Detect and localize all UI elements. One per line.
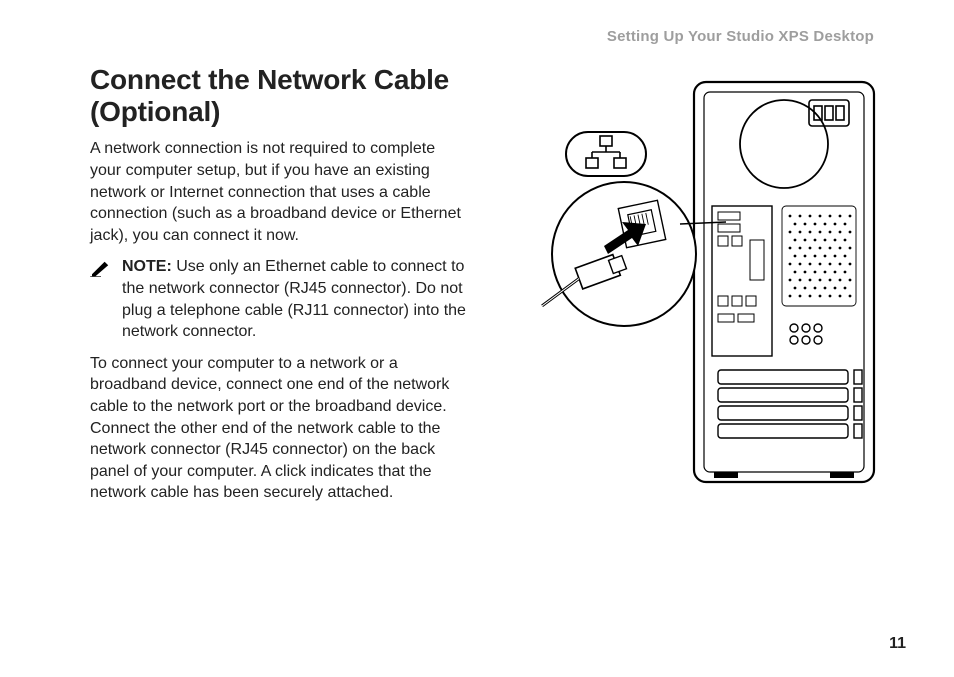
note-label: NOTE: xyxy=(122,258,172,275)
computer-back-illustration xyxy=(504,74,904,534)
page-title: Connect the Network Cable (Optional) xyxy=(90,64,470,128)
running-header: Setting Up Your Studio XPS Desktop xyxy=(607,28,874,45)
page-number: 11 xyxy=(889,635,906,653)
note-text: NOTE: Use only an Ethernet cable to conn… xyxy=(122,256,470,342)
body-paragraph-2: To connect your computer to a network or… xyxy=(90,353,470,504)
intro-paragraph: A network connection is not required to … xyxy=(90,138,470,246)
note-icon xyxy=(90,259,112,277)
network-icon xyxy=(566,132,646,176)
text-column: Connect the Network Cable (Optional) A n… xyxy=(90,64,470,514)
note-body: Use only an Ethernet cable to connect to… xyxy=(122,258,466,340)
illustration-column xyxy=(494,64,914,514)
note-block: NOTE: Use only an Ethernet cable to conn… xyxy=(90,256,470,342)
